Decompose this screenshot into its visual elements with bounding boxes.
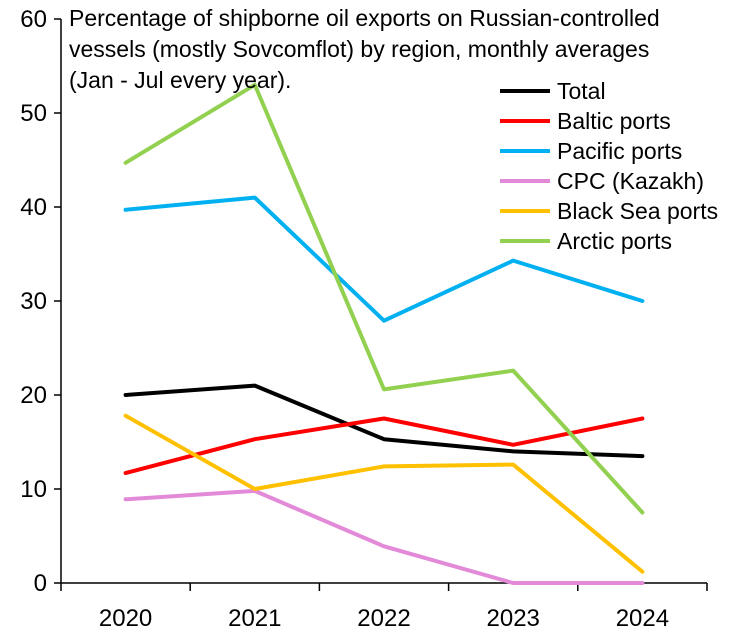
series-line-cpc-kazakh <box>123 488 645 585</box>
y-tick-label: 50 <box>20 100 47 127</box>
y-tick-label: 0 <box>34 570 47 597</box>
series-line-black-sea-ports <box>123 413 645 574</box>
chart-title-line: (Jan - Jul every year). <box>69 67 291 93</box>
series-line-arctic-ports <box>123 82 645 515</box>
series-layer <box>123 82 645 585</box>
x-tick-label: 2021 <box>228 605 281 632</box>
series-line-baltic-ports <box>123 416 645 475</box>
x-tick-label: 2023 <box>487 605 540 632</box>
legend-label: Baltic ports <box>557 108 671 134</box>
chart-title-line: Percentage of shipborne oil exports on R… <box>69 5 660 31</box>
x-tick-label: 2024 <box>616 605 669 632</box>
y-tick-label: 10 <box>20 476 47 503</box>
legend-label: Arctic ports <box>557 228 672 254</box>
y-tick-label: 20 <box>20 382 47 409</box>
y-tick-label: 30 <box>20 288 47 315</box>
chart-title-line: vessels (mostly Sovcomflot) by region, m… <box>69 36 649 62</box>
legend-label: CPC (Kazakh) <box>557 168 704 194</box>
y-tick-label: 60 <box>20 6 47 33</box>
legend-label: Black Sea ports <box>557 198 718 224</box>
legend: Total Baltic ports Pacific ports CPC (Kazak… <box>500 78 718 254</box>
x-tick-label: 2020 <box>99 605 152 632</box>
chart-title: Percentage of shipborne oil exports on R… <box>69 5 660 93</box>
legend-label: Pacific ports <box>557 138 682 164</box>
series-line-total <box>123 383 645 459</box>
legend-label: Total <box>557 78 606 104</box>
y-tick-label: 40 <box>20 194 47 221</box>
axes: 0 10 20 30 40 50 60 2020 2021 2022 2023 2024 <box>20 6 708 632</box>
series-line-pacific-ports <box>123 195 645 323</box>
x-tick-label: 2022 <box>357 605 410 632</box>
